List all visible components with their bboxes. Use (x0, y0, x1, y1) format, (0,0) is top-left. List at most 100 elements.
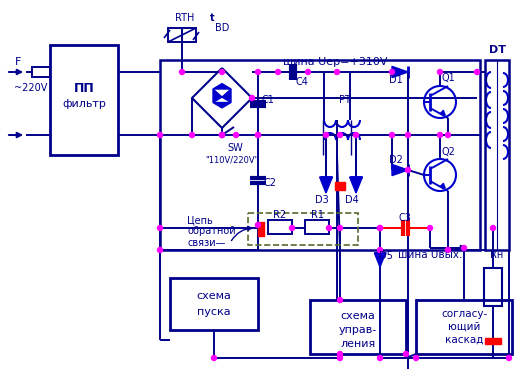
Circle shape (404, 352, 408, 356)
Circle shape (474, 69, 480, 75)
Text: управ-: управ- (339, 325, 377, 335)
Polygon shape (392, 165, 408, 176)
Text: схема: схема (197, 291, 231, 301)
Polygon shape (213, 89, 222, 103)
Circle shape (306, 69, 310, 75)
Polygon shape (349, 177, 363, 193)
Circle shape (324, 132, 328, 138)
Circle shape (389, 69, 395, 75)
Circle shape (491, 225, 495, 231)
Bar (485, 60, 509, 250)
Bar (258, 222, 264, 236)
Circle shape (437, 69, 443, 75)
Circle shape (337, 132, 343, 138)
Bar (32, 67, 50, 77)
Bar (248, 213, 358, 245)
Bar (170, 278, 258, 330)
Text: согласу-: согласу- (441, 309, 487, 319)
Circle shape (289, 225, 295, 231)
Circle shape (190, 132, 194, 138)
Circle shape (158, 132, 162, 138)
Text: ющий: ющий (448, 322, 480, 332)
Circle shape (377, 248, 383, 252)
Text: RTH: RTH (175, 13, 194, 23)
Circle shape (337, 297, 343, 303)
Text: SW: SW (227, 143, 243, 153)
Bar (305, 220, 329, 234)
Circle shape (180, 69, 184, 75)
Circle shape (233, 132, 239, 138)
Text: ления: ления (340, 339, 376, 349)
Text: DT: DT (489, 45, 505, 55)
Text: C1: C1 (261, 95, 275, 105)
Circle shape (220, 132, 225, 138)
Text: BD: BD (215, 23, 229, 33)
Text: D3: D3 (315, 195, 329, 205)
Circle shape (327, 225, 331, 231)
Circle shape (276, 69, 280, 75)
Circle shape (337, 355, 343, 361)
Text: каскад: каскад (445, 335, 483, 345)
Text: Rн: Rн (491, 250, 504, 260)
Text: C2: C2 (264, 178, 277, 188)
Text: связи—: связи— (187, 238, 226, 248)
Text: F: F (15, 57, 21, 67)
Text: C3: C3 (398, 213, 412, 223)
Circle shape (377, 225, 383, 231)
Circle shape (462, 245, 466, 251)
Bar (268, 220, 292, 234)
Circle shape (445, 248, 451, 252)
Polygon shape (213, 103, 231, 108)
Circle shape (405, 168, 411, 172)
Text: "110V/220V": "110V/220V" (206, 155, 259, 165)
Circle shape (337, 225, 343, 231)
Circle shape (335, 69, 339, 75)
Text: шина Uвых.: шина Uвых. (398, 250, 462, 260)
Bar (485, 338, 501, 344)
Bar (335, 182, 345, 190)
Text: пуска: пуска (197, 307, 231, 317)
Circle shape (377, 355, 383, 361)
Circle shape (158, 225, 162, 231)
Circle shape (445, 132, 451, 138)
Circle shape (256, 223, 260, 228)
Text: фильтр: фильтр (62, 99, 106, 109)
Circle shape (211, 355, 217, 361)
Circle shape (158, 248, 162, 252)
Bar (50, 45, 118, 155)
Text: обратной: обратной (187, 226, 236, 236)
Text: D4: D4 (345, 195, 359, 205)
Polygon shape (319, 177, 333, 193)
Bar (160, 60, 480, 250)
Circle shape (377, 225, 383, 231)
Polygon shape (222, 89, 231, 103)
Text: Цепь: Цепь (187, 215, 213, 225)
Text: ~220V: ~220V (14, 83, 47, 93)
Text: PT: PT (339, 95, 351, 105)
Text: ПП: ПП (74, 82, 94, 94)
Circle shape (506, 355, 512, 361)
Bar (310, 300, 406, 354)
Circle shape (405, 132, 411, 138)
Circle shape (389, 132, 395, 138)
Circle shape (256, 132, 260, 138)
Bar (168, 28, 196, 42)
Circle shape (249, 96, 255, 100)
Text: D2: D2 (389, 155, 403, 165)
Text: D5: D5 (379, 251, 393, 261)
Bar (416, 300, 512, 354)
Circle shape (220, 132, 225, 138)
Text: R1: R1 (310, 210, 324, 220)
Circle shape (256, 132, 260, 138)
Text: C4: C4 (296, 77, 308, 87)
Text: схема: схема (340, 311, 375, 321)
Text: Q1: Q1 (441, 73, 455, 83)
Circle shape (220, 132, 225, 138)
Bar (484, 268, 502, 306)
Circle shape (414, 355, 418, 361)
Text: R2: R2 (274, 210, 287, 220)
Circle shape (256, 69, 260, 75)
Polygon shape (392, 66, 408, 77)
Text: D1: D1 (389, 75, 403, 85)
Polygon shape (213, 84, 231, 89)
